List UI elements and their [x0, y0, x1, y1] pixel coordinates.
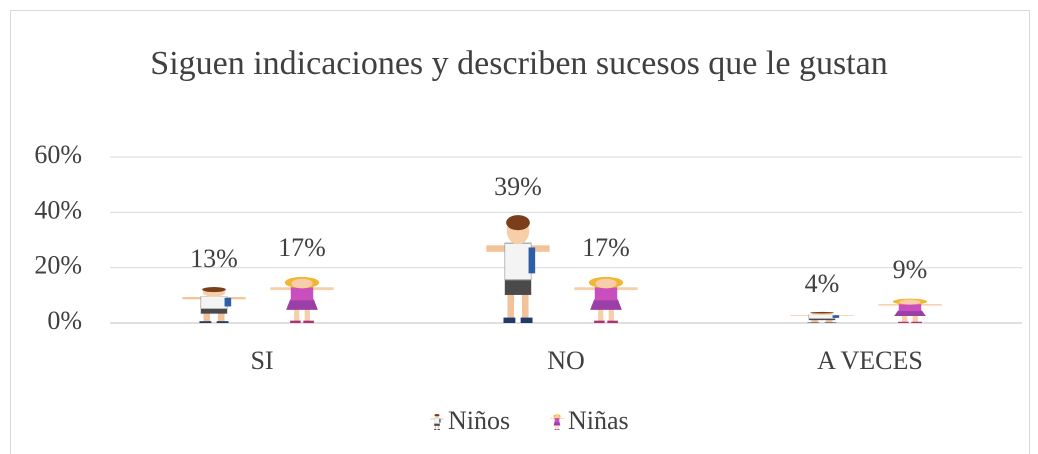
- head: [291, 279, 312, 288]
- backpack: [225, 298, 232, 307]
- shoe: [825, 322, 837, 323]
- shoe: [911, 322, 922, 323]
- leg: [522, 291, 529, 321]
- shirt: [434, 418, 440, 423]
- hair: [202, 287, 226, 292]
- leg: [218, 312, 225, 322]
- shoe: [290, 321, 301, 323]
- value-label: 9%: [893, 255, 928, 284]
- value-label: 13%: [190, 244, 238, 273]
- page: {"chart_data": {"type": "bar", "title": …: [0, 0, 1038, 454]
- shoe: [607, 321, 618, 323]
- leg: [558, 425, 559, 429]
- hair: [810, 312, 834, 314]
- bar: [878, 299, 941, 323]
- head: [595, 279, 616, 288]
- leg: [438, 425, 439, 429]
- shoe: [594, 321, 605, 323]
- value-label: 4%: [805, 269, 840, 298]
- chart-title: Siguen indicaciones y describen sucesos …: [139, 42, 899, 86]
- leg: [294, 309, 299, 321]
- shirt: [899, 304, 921, 311]
- shoe: [434, 429, 437, 430]
- leg: [555, 425, 556, 429]
- skirt: [286, 299, 318, 309]
- shoe: [217, 321, 229, 323]
- leg: [305, 309, 310, 321]
- x-tick-label: A VECES: [817, 346, 923, 375]
- bar: [790, 312, 853, 323]
- leg: [811, 320, 818, 323]
- legend-label: Niños: [448, 406, 510, 435]
- leg: [598, 309, 603, 321]
- hair: [506, 215, 530, 230]
- value-label: 17%: [278, 233, 326, 262]
- head: [899, 300, 920, 305]
- y-tick-label: 60%: [34, 140, 82, 169]
- x-tick-label: SI: [250, 346, 273, 375]
- skirt: [894, 311, 926, 316]
- shirt: [201, 296, 227, 308]
- leg: [609, 309, 614, 321]
- leg: [435, 425, 436, 429]
- leg: [913, 316, 918, 322]
- bar: [486, 215, 549, 323]
- shirt: [809, 315, 835, 319]
- skirt: [554, 422, 561, 426]
- shirt: [291, 287, 313, 300]
- backpack: [439, 419, 440, 423]
- legend-swatch: [430, 414, 443, 430]
- shirt: [555, 418, 560, 422]
- shirt: [595, 287, 617, 300]
- legend-label: Niñas: [568, 406, 629, 435]
- shoe: [898, 322, 909, 323]
- shoe: [438, 429, 441, 430]
- y-tick-label: 0%: [47, 306, 82, 335]
- y-tick-label: 20%: [34, 251, 82, 280]
- leg: [203, 312, 210, 322]
- y-tick-label: 40%: [34, 195, 82, 224]
- shoe: [503, 318, 515, 323]
- leg: [826, 320, 833, 323]
- value-label: 17%: [582, 233, 630, 262]
- bar: [270, 277, 333, 323]
- leg: [507, 291, 514, 321]
- bar: [182, 287, 245, 323]
- shoe: [807, 322, 819, 323]
- head: [555, 415, 559, 418]
- legend-swatch: [550, 414, 563, 430]
- leg: [902, 316, 907, 322]
- x-tick-label: NO: [547, 346, 585, 375]
- hair: [434, 414, 439, 416]
- bar: [574, 277, 637, 323]
- shirt: [505, 243, 531, 280]
- shoe: [557, 429, 559, 430]
- shoe: [199, 321, 211, 323]
- value-label: 39%: [494, 172, 542, 201]
- skirt: [590, 299, 622, 309]
- shoe: [303, 321, 314, 323]
- backpack: [833, 315, 840, 318]
- shoe: [554, 429, 556, 430]
- backpack: [529, 247, 536, 273]
- shoe: [521, 318, 533, 323]
